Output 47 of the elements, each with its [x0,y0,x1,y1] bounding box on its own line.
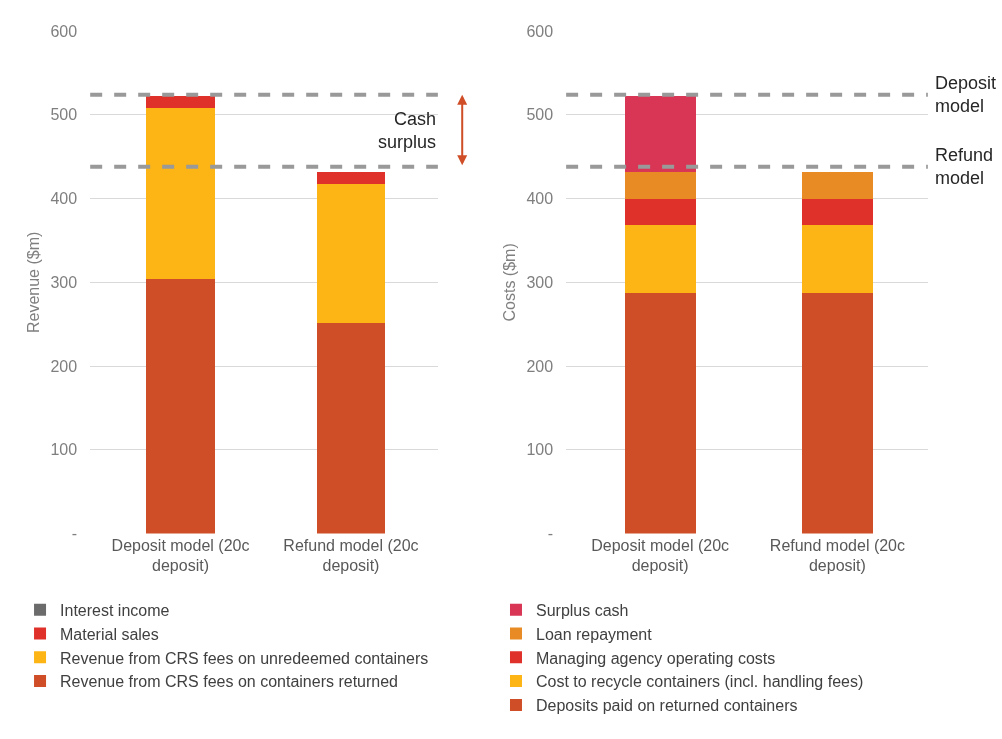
y-tick-label: 300 [526,273,554,291]
x-tick-label: Deposit model (20c deposit) [111,536,250,575]
y-tick-label: 600 [526,22,554,40]
bar [316,171,386,184]
bar [624,198,696,226]
y-tick-label: 300 [50,273,78,291]
bar [146,96,215,109]
legend-label: Deposits paid on returned containers [535,697,798,715]
bar [316,323,386,534]
bar [801,171,873,199]
y-tick-label: 600 [50,22,78,40]
x-tick-label: Deposit model (20c deposit) [591,536,730,575]
y-tick-label: 200 [50,357,78,375]
bar [801,293,873,534]
y-tick-label: 100 [50,441,78,459]
bar [801,225,873,294]
legend-label: Material sales [60,625,159,643]
legend-label: Managing agency operating costs [535,649,776,667]
legend-label: Interest income [60,601,170,619]
bar [624,225,696,294]
bar [801,198,873,226]
legend-label: Revenue from CRS fees on unredeemed containers [60,649,429,667]
bar [146,279,215,534]
y-tick-label: 200 [526,357,554,375]
y-tick-label: 400 [526,190,554,208]
x-tick-label: Refund model (20c deposit) [769,536,906,575]
bar [624,96,696,172]
y-tick-label: 400 [50,190,78,208]
annotation: Cash surplus [378,109,437,153]
x-tick-label: Refund model (20c deposit) [283,536,419,575]
y-tick-label: - [547,525,554,543]
y-tick-label: 100 [526,441,554,459]
y-tick-label: - [71,525,78,543]
legend-label: Revenue from CRS fees on containers returned [60,673,398,691]
legend-label: Loan repayment [535,625,653,643]
y-axis-title: Revenue ($m) [25,231,43,334]
bar [624,171,696,199]
legend-label: Cost to recycle containers (incl. handling fees) [535,673,864,691]
legend-label: Surplus cash [535,601,629,619]
bar [624,293,696,534]
ref-line-label: Refund model [935,145,994,189]
ref-line-label: Deposit model [935,73,997,117]
bar [146,108,215,280]
y-axis-title: Costs ($m) [501,243,519,322]
bar [316,183,386,324]
y-tick-label: 500 [50,106,78,124]
y-tick-label: 500 [526,106,554,124]
